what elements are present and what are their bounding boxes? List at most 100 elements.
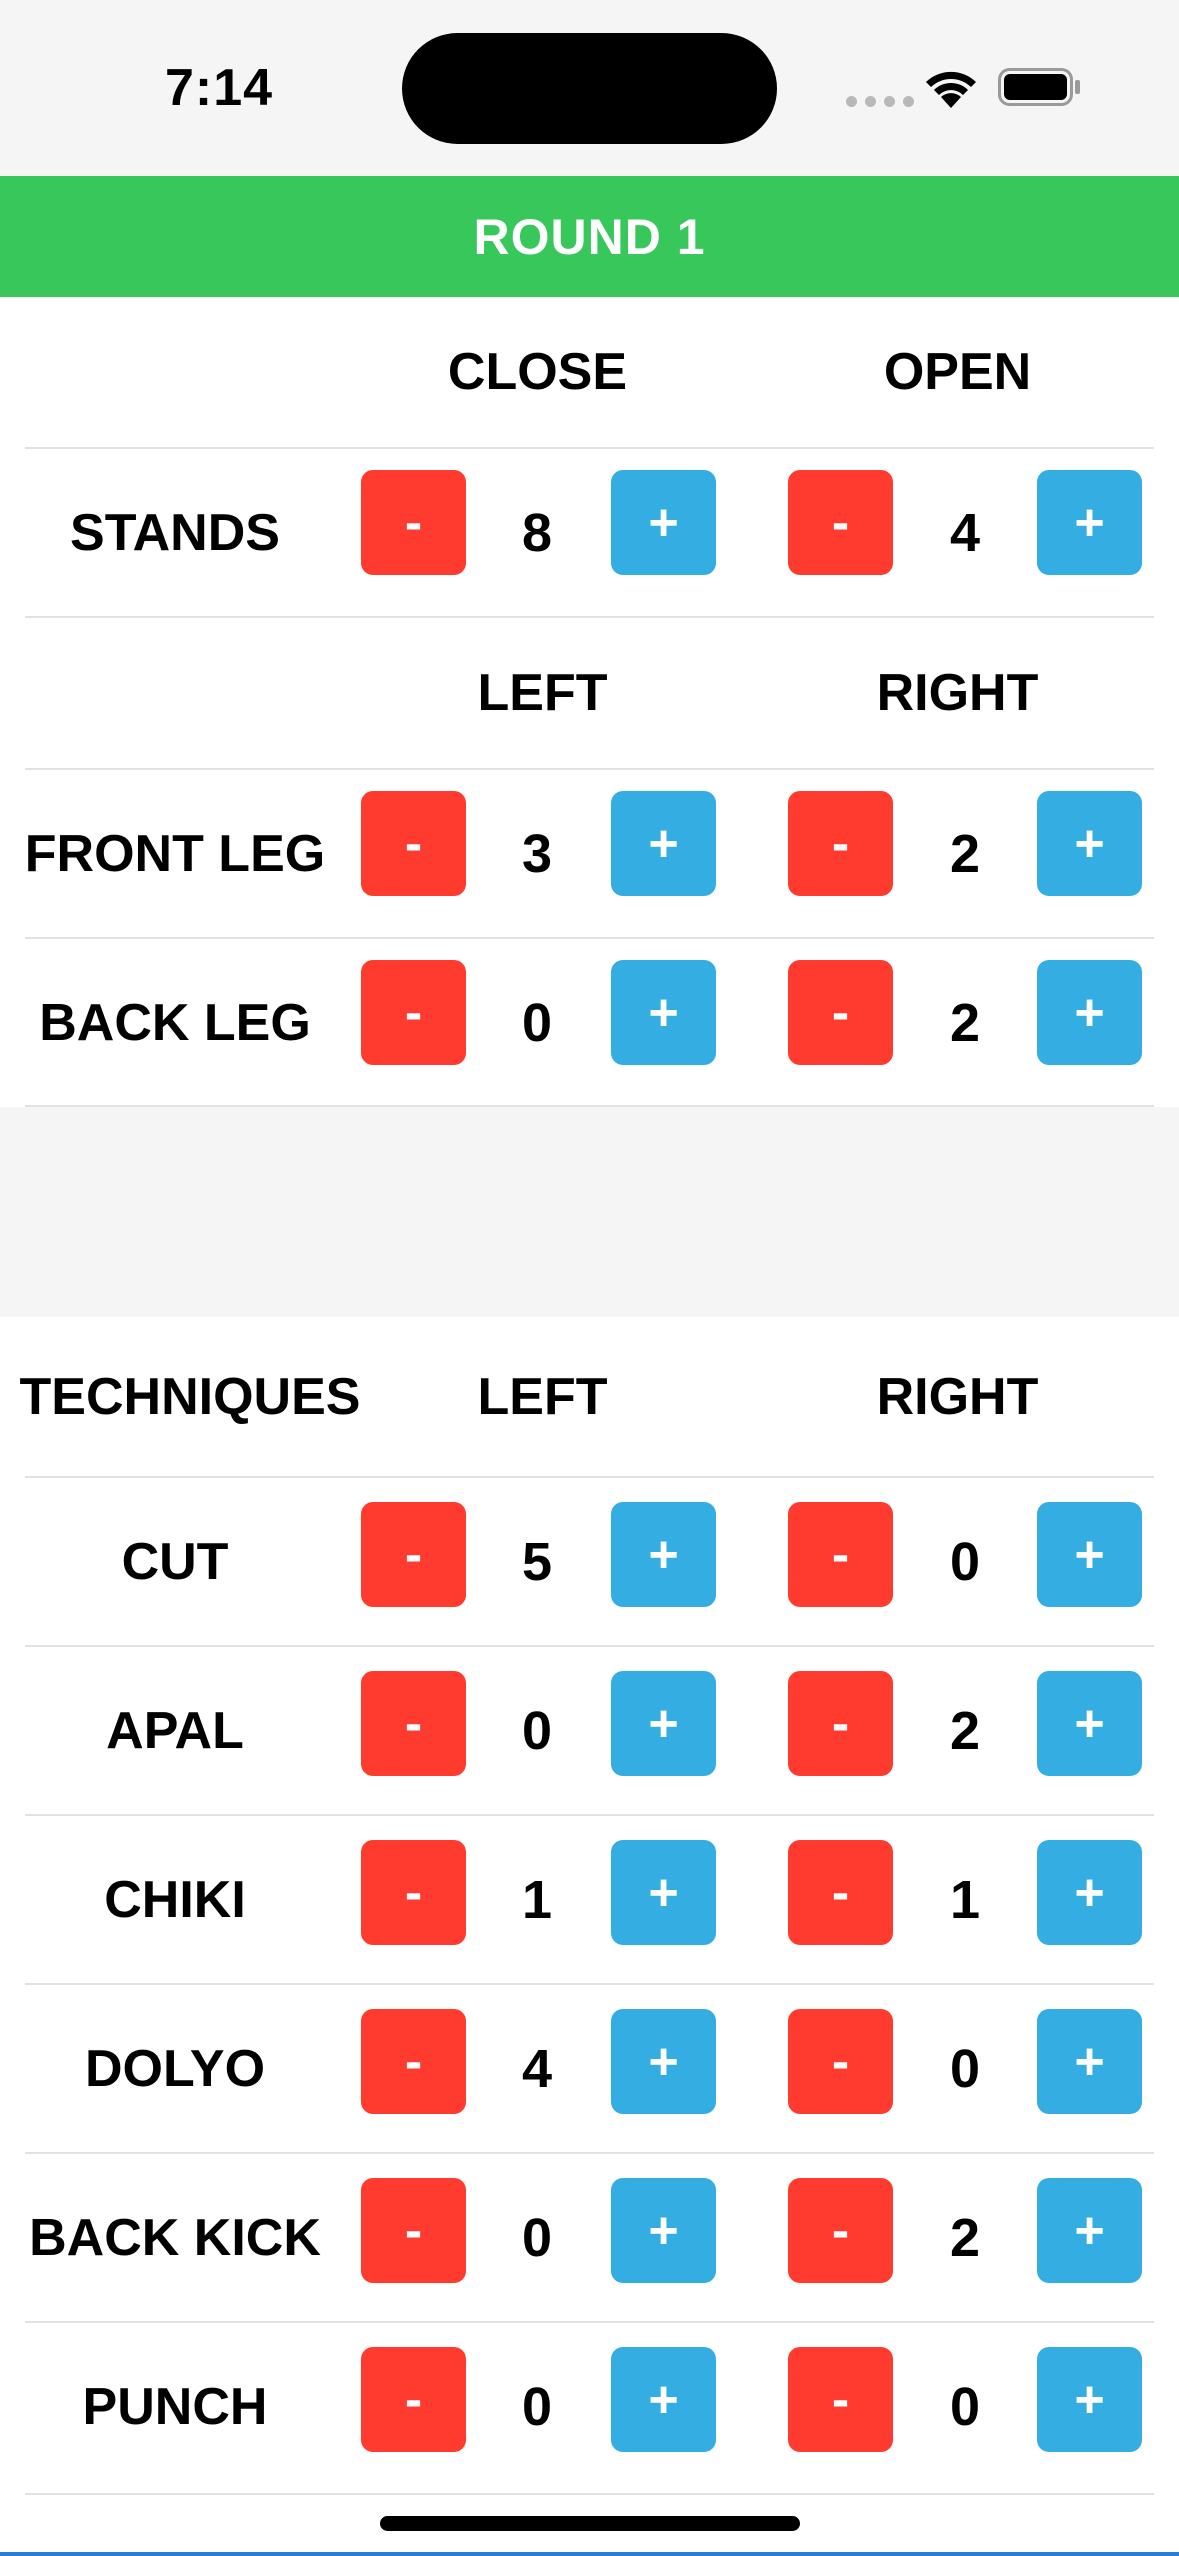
right-minus-button[interactable]: -: [788, 960, 893, 1065]
column-header-open: OPEN: [883, 343, 1032, 401]
status-bar: 7:14: [0, 0, 1179, 176]
wifi-icon: [926, 71, 976, 108]
stands-header-row: CLOSE OPEN: [0, 297, 1179, 447]
counter-row-stands: STANDS - 8 + - 4 +: [0, 449, 1179, 617]
divider: [25, 768, 1154, 770]
right-minus-button[interactable]: -: [788, 2347, 893, 2452]
left-plus-button[interactable]: +: [611, 2009, 716, 2114]
round-title-bar: ROUND 1: [0, 176, 1179, 297]
left-plus-button[interactable]: +: [611, 960, 716, 1065]
counter-row-dolyo: DOLYO - 4 + - 0 +: [0, 1985, 1179, 2153]
bottom-edge-line: [0, 2552, 1179, 2556]
row-label: CUT: [121, 1533, 229, 1591]
left-minus-button[interactable]: -: [361, 791, 466, 896]
right-plus-button[interactable]: +: [1037, 1840, 1142, 1945]
divider: [25, 1105, 1154, 1107]
legs-header-row: LEFT RIGHT: [0, 618, 1179, 768]
right-minus-button[interactable]: -: [788, 1502, 893, 1607]
divider: [25, 1476, 1154, 1478]
divider: [25, 447, 1154, 449]
left-plus-button[interactable]: +: [611, 2178, 716, 2283]
right-count: 2: [949, 2208, 981, 2268]
left-plus-button[interactable]: +: [611, 1840, 716, 1945]
row-label: APAL: [106, 1702, 244, 1760]
left-count: 0: [521, 1701, 553, 1761]
right-minus-button[interactable]: -: [788, 791, 893, 896]
left-plus-button[interactable]: +: [611, 1671, 716, 1776]
techniques-header-label: TECHNIQUES: [19, 1368, 361, 1426]
left-count: 0: [521, 2208, 553, 2268]
divider: [25, 1645, 1154, 1647]
divider: [25, 2152, 1154, 2154]
right-count: 0: [949, 2039, 981, 2099]
column-header-left: LEFT: [477, 1368, 608, 1426]
row-label: CHIKI: [104, 1871, 246, 1929]
left-plus-button[interactable]: +: [611, 1502, 716, 1607]
close-minus-button[interactable]: -: [361, 470, 466, 575]
row-label: FRONT LEG: [24, 825, 326, 883]
right-plus-button[interactable]: +: [1037, 2009, 1142, 2114]
column-header-right: RIGHT: [876, 1368, 1039, 1426]
left-count: 5: [521, 1532, 553, 1592]
left-minus-button[interactable]: -: [361, 2178, 466, 2283]
left-plus-button[interactable]: +: [611, 2347, 716, 2452]
open-plus-button[interactable]: +: [1037, 470, 1142, 575]
right-minus-button[interactable]: -: [788, 2009, 893, 2114]
right-minus-button[interactable]: -: [788, 1671, 893, 1776]
open-minus-button[interactable]: -: [788, 470, 893, 575]
divider: [25, 2493, 1154, 2495]
right-plus-button[interactable]: +: [1037, 960, 1142, 1065]
right-plus-button[interactable]: +: [1037, 2347, 1142, 2452]
column-header-right: RIGHT: [876, 664, 1039, 722]
right-plus-button[interactable]: +: [1037, 1502, 1142, 1607]
left-plus-button[interactable]: +: [611, 791, 716, 896]
left-count: 3: [521, 824, 553, 884]
row-label: BACK LEG: [39, 994, 311, 1052]
left-minus-button[interactable]: -: [361, 960, 466, 1065]
legs-header-label: [0, 618, 350, 768]
divider: [25, 1814, 1154, 1816]
counter-row-apal: APAL - 0 + - 2 +: [0, 1647, 1179, 1815]
techniques-header-row: TECHNIQUES LEFT RIGHT: [0, 1317, 1179, 1477]
right-minus-button[interactable]: -: [788, 1840, 893, 1945]
left-count: 0: [521, 2377, 553, 2437]
row-label: PUNCH: [82, 2378, 268, 2436]
right-plus-button[interactable]: +: [1037, 791, 1142, 896]
right-plus-button[interactable]: +: [1037, 2178, 1142, 2283]
counter-row-chiki: CHIKI - 1 + - 1 +: [0, 1816, 1179, 1984]
right-count: 2: [949, 824, 981, 884]
home-indicator[interactable]: [380, 2516, 800, 2531]
left-minus-button[interactable]: -: [361, 1840, 466, 1945]
open-count: 4: [949, 503, 981, 563]
round-title: ROUND 1: [473, 208, 706, 265]
right-count: 2: [949, 993, 981, 1053]
right-plus-button[interactable]: +: [1037, 1671, 1142, 1776]
signal-dots-icon: [846, 96, 914, 107]
stands-legs-panel: CLOSE OPEN STANDS - 8 + - 4 + LEFT RIGHT…: [0, 297, 1179, 1107]
left-count: 4: [521, 2039, 553, 2099]
close-count: 8: [521, 503, 553, 563]
divider: [25, 2321, 1154, 2323]
right-count: 2: [949, 1701, 981, 1761]
close-plus-button[interactable]: +: [611, 470, 716, 575]
counter-row-back-leg: BACK LEG - 0 + - 2 +: [0, 939, 1179, 1107]
right-minus-button[interactable]: -: [788, 2178, 893, 2283]
left-minus-button[interactable]: -: [361, 2009, 466, 2114]
right-count: 1: [949, 1870, 981, 1930]
right-count: 0: [949, 2377, 981, 2437]
dynamic-island: [402, 33, 777, 144]
row-label: STANDS: [70, 504, 280, 562]
left-minus-button[interactable]: -: [361, 1502, 466, 1607]
left-minus-button[interactable]: -: [361, 1671, 466, 1776]
left-count: 1: [521, 1870, 553, 1930]
row-label: DOLYO: [84, 2040, 266, 2098]
divider: [25, 937, 1154, 939]
left-count: 0: [521, 993, 553, 1053]
battery-icon: [998, 68, 1080, 106]
left-minus-button[interactable]: -: [361, 2347, 466, 2452]
column-header-left: LEFT: [477, 664, 608, 722]
status-time: 7:14: [165, 59, 274, 117]
right-count: 0: [949, 1532, 981, 1592]
stands-header-label: [0, 297, 350, 447]
counter-row-back-kick: BACK KICK - 0 + - 2 +: [0, 2154, 1179, 2322]
